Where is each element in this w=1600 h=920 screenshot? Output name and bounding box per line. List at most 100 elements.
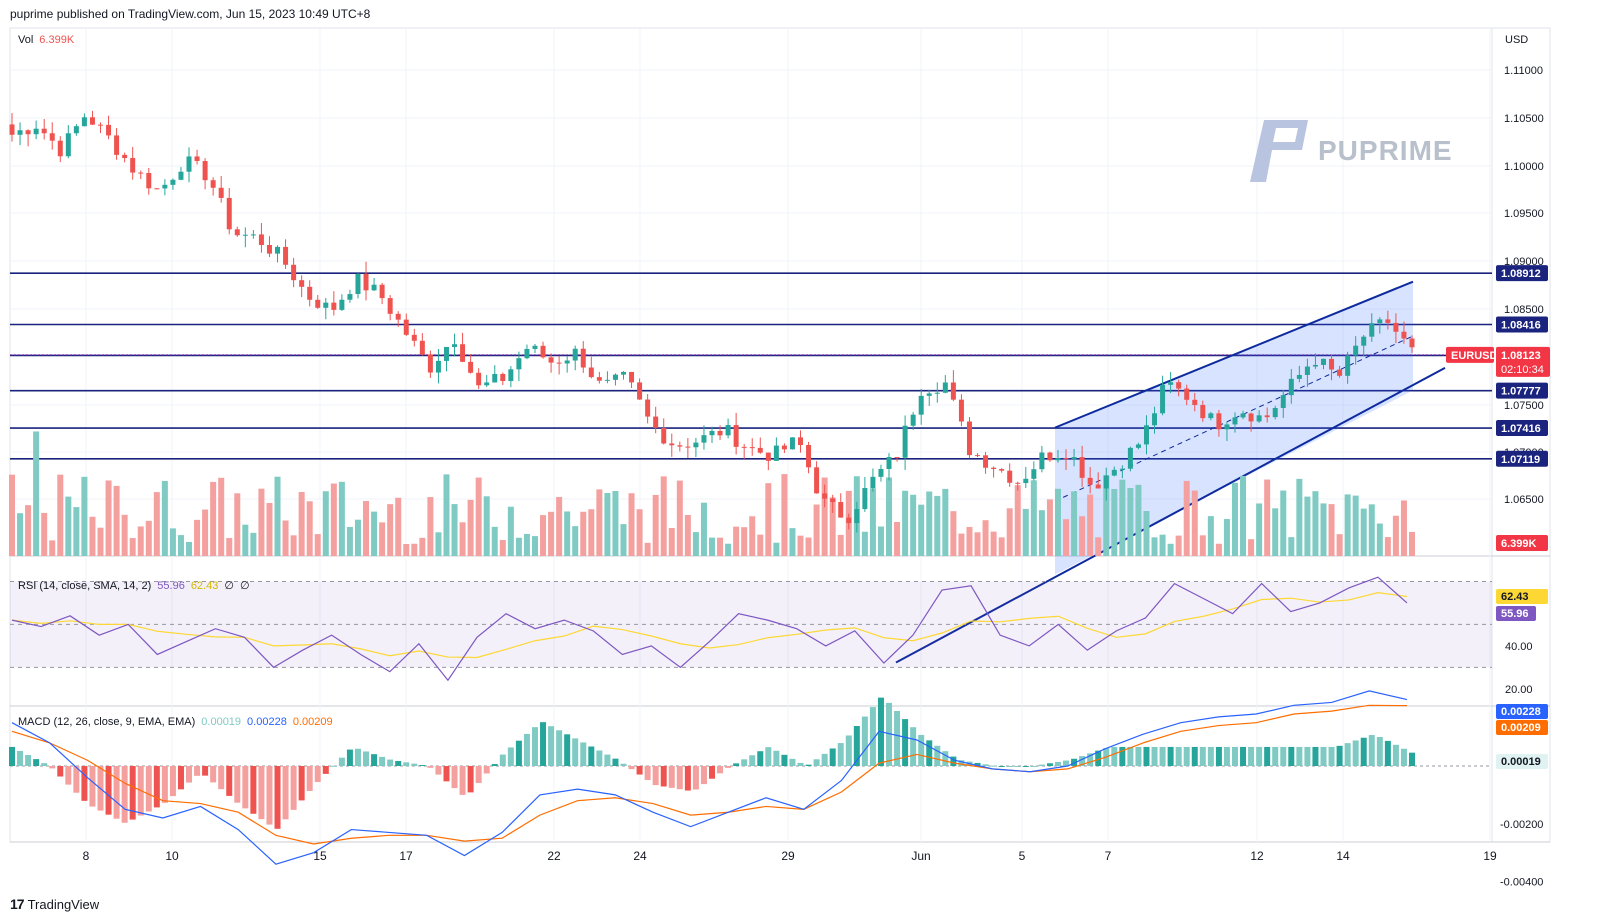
last-price-tag-bg bbox=[1496, 346, 1550, 377]
volume-bar bbox=[1312, 491, 1319, 556]
time-axis-label: Jun bbox=[911, 849, 930, 863]
macd-hist-bar bbox=[998, 766, 1005, 767]
macd-hist-bar bbox=[1063, 760, 1070, 766]
candle-body bbox=[749, 447, 755, 449]
candle-body bbox=[1224, 424, 1230, 430]
volume-bar bbox=[861, 531, 868, 556]
volume-bar bbox=[612, 491, 619, 556]
volume-bar bbox=[757, 534, 764, 556]
candle-body bbox=[395, 313, 401, 320]
candle-body bbox=[1039, 452, 1045, 470]
macd-hist-bar bbox=[1248, 746, 1255, 766]
volume-bar bbox=[942, 488, 949, 556]
candle-body bbox=[1232, 417, 1238, 425]
time-axis-label: 10 bbox=[165, 849, 179, 863]
candle-body bbox=[1208, 413, 1214, 419]
volume-bar bbox=[1014, 485, 1021, 556]
macd-hist-bar bbox=[523, 733, 530, 766]
volume-bar bbox=[105, 480, 112, 556]
time-axis-label: 12 bbox=[1250, 849, 1264, 863]
candle-body bbox=[1111, 469, 1117, 476]
macd-hist-bar bbox=[692, 766, 699, 790]
candle-body bbox=[170, 179, 176, 185]
macd-hist-bar bbox=[1199, 746, 1206, 766]
candle-body bbox=[1015, 482, 1021, 484]
volume-bar bbox=[982, 520, 989, 556]
volume-bar bbox=[226, 537, 233, 556]
candle-body bbox=[403, 319, 409, 335]
candle-body bbox=[548, 357, 554, 363]
volume-bar bbox=[1344, 494, 1351, 556]
macd-hist-bar bbox=[660, 766, 667, 787]
candle-body bbox=[1304, 366, 1310, 375]
level-tag-bg bbox=[1496, 450, 1548, 467]
candle-body bbox=[701, 435, 707, 443]
tradingview-footer[interactable]: 17 TradingView bbox=[10, 896, 99, 912]
macd-hist-bar bbox=[1191, 746, 1198, 766]
candle-body bbox=[1216, 413, 1222, 430]
channel-fill bbox=[1055, 281, 1413, 575]
macd-hist-bar bbox=[540, 722, 547, 766]
level-tag-bg bbox=[1496, 265, 1548, 282]
candle-body bbox=[500, 373, 506, 382]
volume-bar bbox=[652, 494, 659, 556]
volume-bar bbox=[274, 476, 281, 556]
macd-hist-tag-bg bbox=[1496, 754, 1548, 769]
volume-bar bbox=[483, 496, 490, 556]
candle-body bbox=[1393, 322, 1399, 332]
macd-hist-bar bbox=[266, 766, 273, 825]
macd-hist-bar bbox=[17, 750, 24, 766]
macd-legend-title: MACD (12, 26, close, 9, EMA, EMA) bbox=[18, 716, 196, 728]
volume-bar bbox=[403, 543, 410, 556]
macd-signal-line bbox=[11, 704, 1408, 845]
volume-bar bbox=[1087, 494, 1094, 556]
macd-hist-bar bbox=[1296, 746, 1303, 766]
rsi-legend-empty-1: ∅ bbox=[224, 580, 234, 592]
candle-body bbox=[468, 361, 474, 373]
volume-bar bbox=[604, 493, 611, 556]
candle-body bbox=[1264, 415, 1270, 418]
candle-body bbox=[629, 371, 635, 383]
candle-body bbox=[114, 135, 120, 155]
candle-body bbox=[1369, 323, 1375, 337]
candle-body bbox=[1176, 382, 1182, 389]
macd-hist-bar bbox=[709, 766, 715, 779]
macd-hist-bar bbox=[789, 758, 796, 766]
volume-bar bbox=[475, 477, 482, 556]
candle-body bbox=[1103, 475, 1109, 489]
volume-tag: 6.399K bbox=[1501, 538, 1537, 550]
price-tick-label: 1.10500 bbox=[1504, 113, 1544, 125]
macd-hist-bar bbox=[1223, 746, 1230, 766]
candle-body bbox=[419, 340, 425, 355]
volume-bar bbox=[805, 537, 812, 556]
volume-bar bbox=[97, 527, 104, 556]
volume-bar bbox=[741, 527, 748, 556]
volume-bar bbox=[789, 528, 796, 556]
candle-body bbox=[637, 382, 643, 400]
candle-body bbox=[1160, 384, 1166, 414]
macd-hist-bar bbox=[869, 707, 876, 766]
volume-bar bbox=[161, 480, 168, 556]
macd-hist-bar bbox=[974, 762, 981, 766]
volume-bar bbox=[797, 535, 804, 556]
candle-body bbox=[1312, 364, 1318, 367]
macd-hist-bar bbox=[9, 746, 15, 766]
candle-body bbox=[484, 382, 490, 386]
macd-hist-bar bbox=[169, 766, 176, 797]
volume-bar bbox=[306, 501, 313, 556]
volume-bar bbox=[443, 474, 450, 556]
volume-bar bbox=[950, 511, 957, 556]
macd-hist-bar bbox=[298, 766, 305, 801]
volume-bar bbox=[540, 515, 547, 556]
candle-body bbox=[910, 414, 916, 426]
volume-bar bbox=[113, 485, 120, 556]
time-axis-label: 19 bbox=[1483, 849, 1497, 863]
macd-hist-bar bbox=[1006, 766, 1013, 767]
candle-body bbox=[1385, 319, 1391, 323]
candle-body bbox=[242, 234, 248, 236]
candle-body bbox=[894, 457, 900, 459]
macd-hist-bar bbox=[354, 748, 361, 766]
candle-body bbox=[89, 117, 95, 125]
volume-bar bbox=[298, 491, 305, 556]
